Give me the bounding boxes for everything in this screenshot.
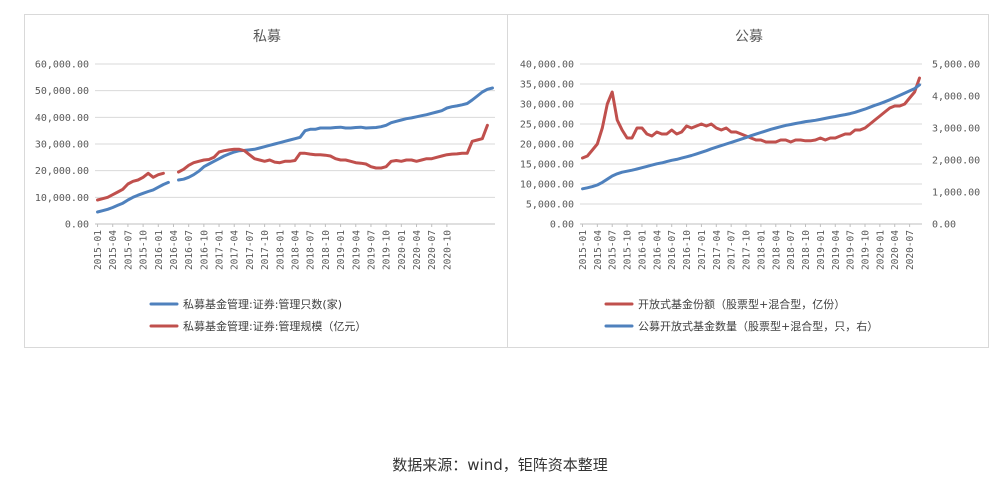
x-tick-label: 2018-10	[801, 230, 812, 270]
x-tick-label: 2020-04	[890, 230, 901, 270]
x-tick-label: 2017-10	[260, 230, 271, 270]
x-tick-label: 2018-07	[306, 230, 317, 270]
series-line-2	[581, 83, 921, 191]
x-tick-label: 2016-07	[184, 230, 195, 270]
x-tick-label: 2015-01	[578, 230, 589, 270]
private-fund-chart: 私募 0.00 10,000.00 20,000.00 30,000.00 40,000.…	[35, 29, 495, 333]
x-tick-label: 2020-10	[442, 230, 453, 270]
x-tick-label: 2015-10	[623, 230, 634, 270]
y-tick-label: 0.00	[550, 220, 574, 231]
y-tick-label: 5,000.00	[526, 200, 574, 211]
y-tick-label: 15,000.00	[520, 160, 574, 171]
x-tick-label: 2019-01	[816, 230, 827, 270]
x-tick-label: 2015-01	[93, 230, 104, 270]
x-tick-label: 2018-01	[756, 230, 767, 270]
legend-label-1: 开放式基金份额（股票型+混合型，亿份）	[638, 297, 845, 311]
x-tick-label: 2016-07	[667, 230, 678, 270]
x-tick-label: 2018-10	[321, 230, 332, 270]
x-tick-label: 2019-01	[336, 230, 347, 270]
series-line-2	[96, 123, 489, 202]
y-tick-label: 10,000.00	[520, 180, 574, 191]
x-tick-label: 2015-04	[593, 230, 604, 270]
x-tick-label: 2016-01	[637, 230, 648, 270]
x-tick-label: 2017-07	[727, 230, 738, 270]
x-tick-label: 2020-01	[397, 230, 408, 270]
y-tick-label: 30,000.00	[520, 100, 574, 111]
y2-tick-label: 5,000.00	[932, 60, 980, 71]
x-tick-label: 2016-10	[199, 230, 210, 270]
y2-tick-label: 0.00	[932, 220, 956, 231]
x-tick-label: 2019-04	[351, 230, 362, 270]
x-tick-label: 2016-01	[154, 230, 165, 270]
x-tick-label: 2018-04	[771, 230, 782, 270]
y-tick-label: 30,000.00	[35, 140, 89, 151]
chart-title: 公募	[735, 29, 763, 45]
y-tick-label: 50,000.00	[35, 86, 89, 97]
x-tick-label: 2020-07	[905, 230, 916, 270]
y-tick-label: 40,000.00	[35, 113, 89, 124]
legend-label-1: 私募基金管理:证券:管理只数(家)	[183, 297, 342, 311]
y2-tick-label: 4,000.00	[932, 92, 980, 103]
y2-tick-label: 3,000.00	[932, 124, 980, 135]
public-fund-chart-panel: 公募 0.00 5,000.00 10,000.00 15,000.00 20,000.0…	[507, 14, 989, 348]
chart-title: 私募	[253, 29, 281, 45]
y-tick-label: 20,000.00	[520, 140, 574, 151]
x-tick-label: 2019-04	[831, 230, 842, 270]
x-tick-label: 2015-10	[139, 230, 150, 270]
x-tick-label: 2020-04	[412, 230, 423, 270]
y-tick-label: 40,000.00	[520, 60, 574, 71]
x-tick-label: 2017-01	[215, 230, 226, 270]
legend-label-2: 公募开放式基金数量（股票型+混合型，只，右）	[638, 319, 878, 333]
x-tick-label: 2017-10	[742, 230, 753, 270]
y-tick-label: 35,000.00	[520, 80, 574, 91]
x-tick-label: 2018-04	[291, 230, 302, 270]
y2-tick-label: 2,000.00	[932, 156, 980, 167]
private-fund-chart-panel: 私募 0.00 10,000.00 20,000.00 30,000.00 40,000.…	[24, 14, 508, 348]
series-line-1	[581, 76, 921, 160]
y-tick-label: 60,000.00	[35, 60, 89, 71]
x-tick-label: 2016-04	[652, 230, 663, 270]
x-tick-label: 2020-07	[427, 230, 438, 270]
y-tick-label: 10,000.00	[35, 193, 89, 204]
x-tick-label: 2016-04	[169, 230, 180, 270]
source-note: 数据来源：wind，钜阵资本整理	[392, 456, 608, 474]
x-tick-label: 2017-07	[245, 230, 256, 270]
y2-tick-label: 1,000.00	[932, 188, 980, 199]
x-tick-label: 2020-01	[875, 230, 886, 270]
x-tick-label: 2019-10	[382, 230, 393, 270]
x-tick-label: 2015-07	[608, 230, 619, 270]
x-tick-label: 2016-10	[682, 230, 693, 270]
x-tick-label: 2017-04	[230, 230, 241, 270]
x-tick-label: 2019-07	[366, 230, 377, 270]
public-fund-chart: 公募 0.00 5,000.00 10,000.00 15,000.00 20,000.0…	[520, 29, 980, 333]
y-tick-label: 20,000.00	[35, 166, 89, 177]
legend-label-2: 私募基金管理:证券:管理规模（亿元）	[183, 319, 366, 333]
x-tick-label: 2017-01	[697, 230, 708, 270]
y-tick-label: 0.00	[65, 220, 89, 231]
x-tick-label: 2017-04	[712, 230, 723, 270]
x-tick-label: 2019-07	[846, 230, 857, 270]
x-tick-label: 2018-07	[786, 230, 797, 270]
y-tick-label: 25,000.00	[520, 120, 574, 131]
x-tick-label: 2015-07	[123, 230, 134, 270]
series-line-1	[96, 86, 494, 214]
x-tick-label: 2015-04	[108, 230, 119, 270]
x-tick-label: 2019-10	[861, 230, 872, 270]
x-tick-label: 2018-01	[275, 230, 286, 270]
